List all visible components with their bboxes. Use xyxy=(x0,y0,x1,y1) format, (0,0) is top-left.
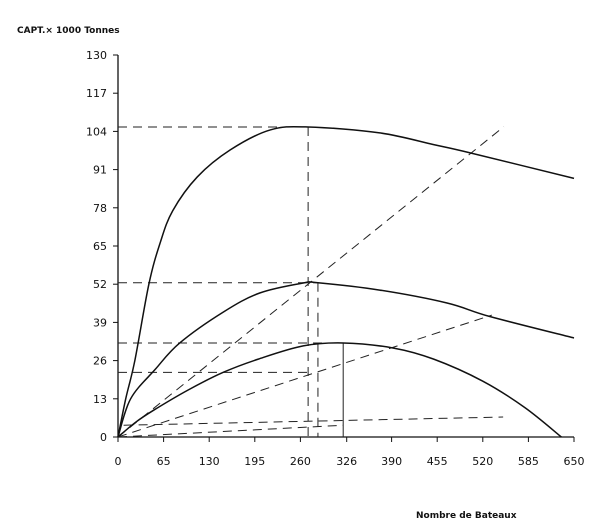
y-tick-label: 26 xyxy=(93,355,107,368)
series-line-3 xyxy=(117,342,562,438)
y-tick-label: 0 xyxy=(100,431,107,444)
series-line-2 xyxy=(117,281,575,438)
reference-line xyxy=(123,416,504,426)
y-tick-label: 130 xyxy=(86,49,107,62)
x-tick-label: 650 xyxy=(564,455,585,468)
y-tick-label: 117 xyxy=(86,87,107,100)
x-tick-label: 455 xyxy=(427,455,448,468)
y-tick-label: 52 xyxy=(93,278,107,291)
y-tick-label: 78 xyxy=(93,202,107,215)
series-line-1 xyxy=(117,125,575,438)
y-tick-label: 104 xyxy=(86,125,107,138)
y-tick-label: 65 xyxy=(93,240,107,253)
x-tick-label: 390 xyxy=(381,455,402,468)
x-tick-label: 195 xyxy=(244,455,265,468)
x-tick-label: 326 xyxy=(336,455,357,468)
x-tick-label: 585 xyxy=(518,455,539,468)
x-tick-label: 260 xyxy=(290,455,311,468)
reference-line xyxy=(117,424,344,438)
y-tick-label: 39 xyxy=(93,316,107,329)
y-tick-label: 91 xyxy=(93,164,107,177)
x-tick-label: 520 xyxy=(472,455,493,468)
x-tick-label: 65 xyxy=(157,455,171,468)
x-tick-label: 0 xyxy=(115,455,122,468)
y-axis-title: CAPT.× 1000 Tonnes xyxy=(17,26,120,36)
x-axis-title: Nombre de Bateaux xyxy=(416,511,517,521)
y-tick-label: 13 xyxy=(93,393,107,406)
reference-line xyxy=(117,314,493,438)
x-tick-label: 130 xyxy=(199,455,220,468)
